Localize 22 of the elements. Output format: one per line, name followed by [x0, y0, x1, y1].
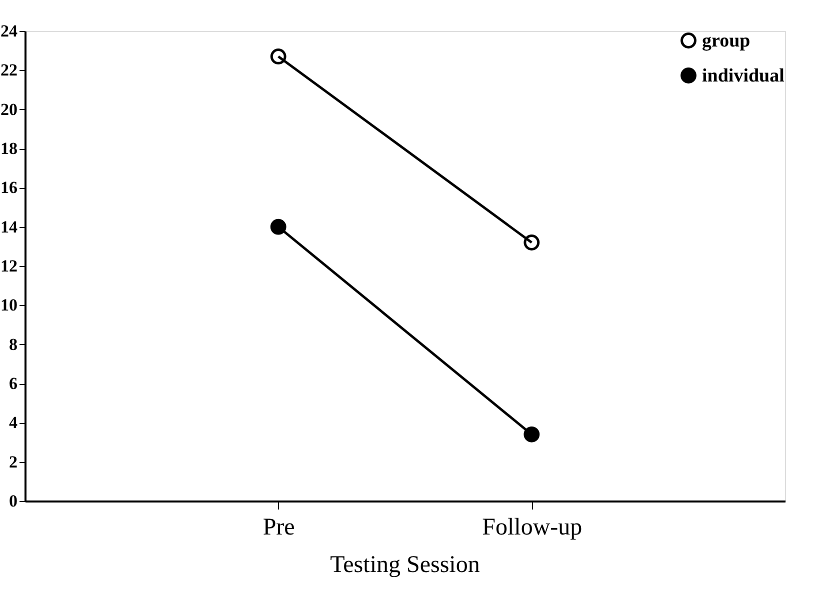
y-tick-label: 24: [0, 22, 18, 40]
legend-label: group: [702, 30, 750, 52]
x-tick-label: Pre: [262, 514, 295, 540]
y-tick-label: 0: [9, 492, 18, 510]
point: [524, 426, 540, 442]
x-tick-label: Follow-up: [482, 514, 582, 540]
y-tick-label: 20: [0, 100, 18, 119]
legend-label: individual: [702, 66, 784, 86]
y-tick-label: 6: [9, 374, 18, 393]
point: [524, 234, 540, 250]
y-tick-label: 12: [0, 256, 18, 276]
x-axis-title: Testing Session: [330, 552, 480, 578]
point: [270, 218, 286, 235]
y-tick-label: 16: [0, 178, 18, 198]
y-tick-label: 4: [9, 413, 18, 432]
point: [270, 48, 286, 64]
y-tick-label: 22: [0, 60, 18, 80]
y-tick-label: 2: [9, 452, 18, 472]
y-tick-label: 18: [0, 139, 18, 158]
y-tick-label: 14: [0, 217, 18, 236]
y-tick-label: 8: [9, 334, 18, 354]
y-tick-label: 10: [0, 296, 18, 315]
